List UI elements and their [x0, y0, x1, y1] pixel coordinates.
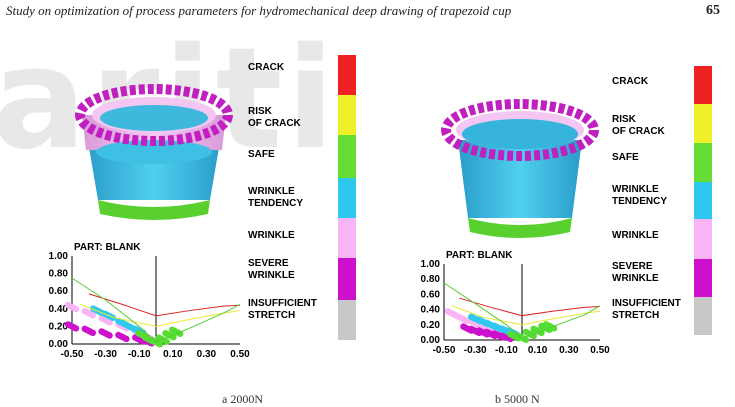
- scatter-point: [123, 335, 130, 343]
- scatter-point: [89, 329, 97, 336]
- cup-a: [75, 84, 233, 220]
- x-tick-label: 0.30: [559, 345, 579, 356]
- legend-swatch: [694, 297, 712, 335]
- legend-label: OF CRACK: [248, 118, 302, 129]
- scatter-point: [156, 341, 164, 348]
- caption-b: b 5000 N: [495, 392, 540, 406]
- y-tick-label: 0.00: [49, 339, 69, 350]
- y-tick-label: 0.80: [421, 274, 441, 285]
- x-tick-label: -0.50: [61, 349, 84, 360]
- x-tick-label: 0.10: [528, 345, 548, 356]
- running-header: Study on optimization of process paramet…: [6, 3, 512, 18]
- x-tick-label: -0.30: [94, 349, 117, 360]
- x-tick-label: 0.50: [590, 345, 610, 356]
- legend-swatch: [338, 178, 356, 218]
- scatter-point: [106, 332, 113, 339]
- legend-swatch: [338, 135, 356, 178]
- part-label: PART: BLANK: [74, 242, 141, 253]
- y-tick-label: 0.40: [49, 304, 69, 315]
- scatter-point: [89, 312, 97, 319]
- limit-curve: [459, 297, 601, 317]
- flc-chart-a: PART: BLANK 1.00 0.80 0.60 0.40 0.20 0.00-0.50…: [49, 242, 251, 360]
- legend-swatch: [694, 182, 712, 219]
- legend-label: CRACK: [248, 62, 285, 73]
- legend-label: WRINKLE: [248, 186, 295, 197]
- y-tick-label: 0.60: [49, 286, 69, 297]
- x-tick-label: 0.10: [163, 349, 183, 360]
- legend-label: WRINKLE: [248, 270, 295, 281]
- page-number: 65: [706, 3, 720, 18]
- scatter-point: [72, 325, 80, 332]
- y-tick-label: 0.00: [421, 335, 441, 346]
- y-tick-label: 0.20: [49, 321, 69, 332]
- legend-swatch: [338, 258, 356, 300]
- legend-swatch: [338, 300, 356, 340]
- legend-label: CRACK: [612, 76, 649, 87]
- scatter-point: [163, 338, 170, 345]
- legend-swatch: [694, 219, 712, 259]
- limit-curve: [80, 303, 241, 327]
- caption-a: a 2000N: [222, 392, 263, 406]
- y-tick-label: 1.00: [49, 251, 69, 262]
- legend-label: OF CRACK: [612, 126, 666, 137]
- scatter-point: [522, 336, 530, 343]
- legend-swatch: [694, 259, 712, 297]
- y-tick-label: 0.60: [421, 289, 441, 300]
- legend-label: SEVERE: [248, 258, 289, 269]
- x-tick-label: -0.30: [464, 345, 487, 356]
- legend-label: TENDENCY: [612, 196, 667, 207]
- scatter-point: [72, 305, 80, 313]
- legend-label: INSUFFICIENT: [612, 298, 681, 309]
- x-tick-label: -0.10: [128, 349, 151, 360]
- legend-swatch: [694, 104, 712, 143]
- x-tick-label: 0.50: [230, 349, 250, 360]
- x-tick-label: -0.10: [495, 345, 518, 356]
- legend-label: SAFE: [248, 149, 275, 160]
- legend-label: TENDENCY: [248, 198, 303, 209]
- x-tick-label: 0.30: [197, 349, 217, 360]
- flc-chart-b: PART: BLANK 1.00 0.80 0.60 0.40 0.20 0.00-0.50…: [421, 250, 611, 356]
- x-tick-label: -0.50: [433, 345, 456, 356]
- legend-label: INSUFFICIENT: [248, 298, 317, 309]
- part-label: PART: BLANK: [446, 250, 513, 261]
- legend-label: STRETCH: [248, 310, 295, 321]
- y-tick-label: 0.80: [49, 269, 69, 280]
- legend-label: STRETCH: [612, 310, 659, 321]
- legend-label: WRINKLE: [248, 230, 295, 241]
- scatter-point: [106, 319, 113, 326]
- limit-curve: [71, 277, 241, 343]
- legend-label: SEVERE: [612, 261, 653, 272]
- y-tick-label: 0.20: [421, 320, 441, 331]
- legend-label: WRINKLE: [612, 273, 659, 284]
- legend-swatch: [338, 55, 356, 95]
- limit-curve: [88, 293, 241, 317]
- legend-label: SAFE: [612, 152, 639, 163]
- legend-swatch: [338, 95, 356, 135]
- y-tick-label: 0.40: [421, 305, 441, 316]
- legend-label: RISK: [248, 106, 273, 117]
- legend-label: WRINKLE: [612, 184, 659, 195]
- y-tick-label: 1.00: [421, 259, 441, 270]
- legend-swatch: [338, 218, 356, 258]
- cup-b: [441, 99, 599, 238]
- legend-label: RISK: [612, 114, 637, 125]
- limit-curve: [443, 282, 601, 340]
- legend-label: WRINKLE: [612, 230, 659, 241]
- legend-swatch: [694, 66, 712, 104]
- scatter-point: [176, 330, 184, 337]
- legend-swatch: [694, 143, 712, 182]
